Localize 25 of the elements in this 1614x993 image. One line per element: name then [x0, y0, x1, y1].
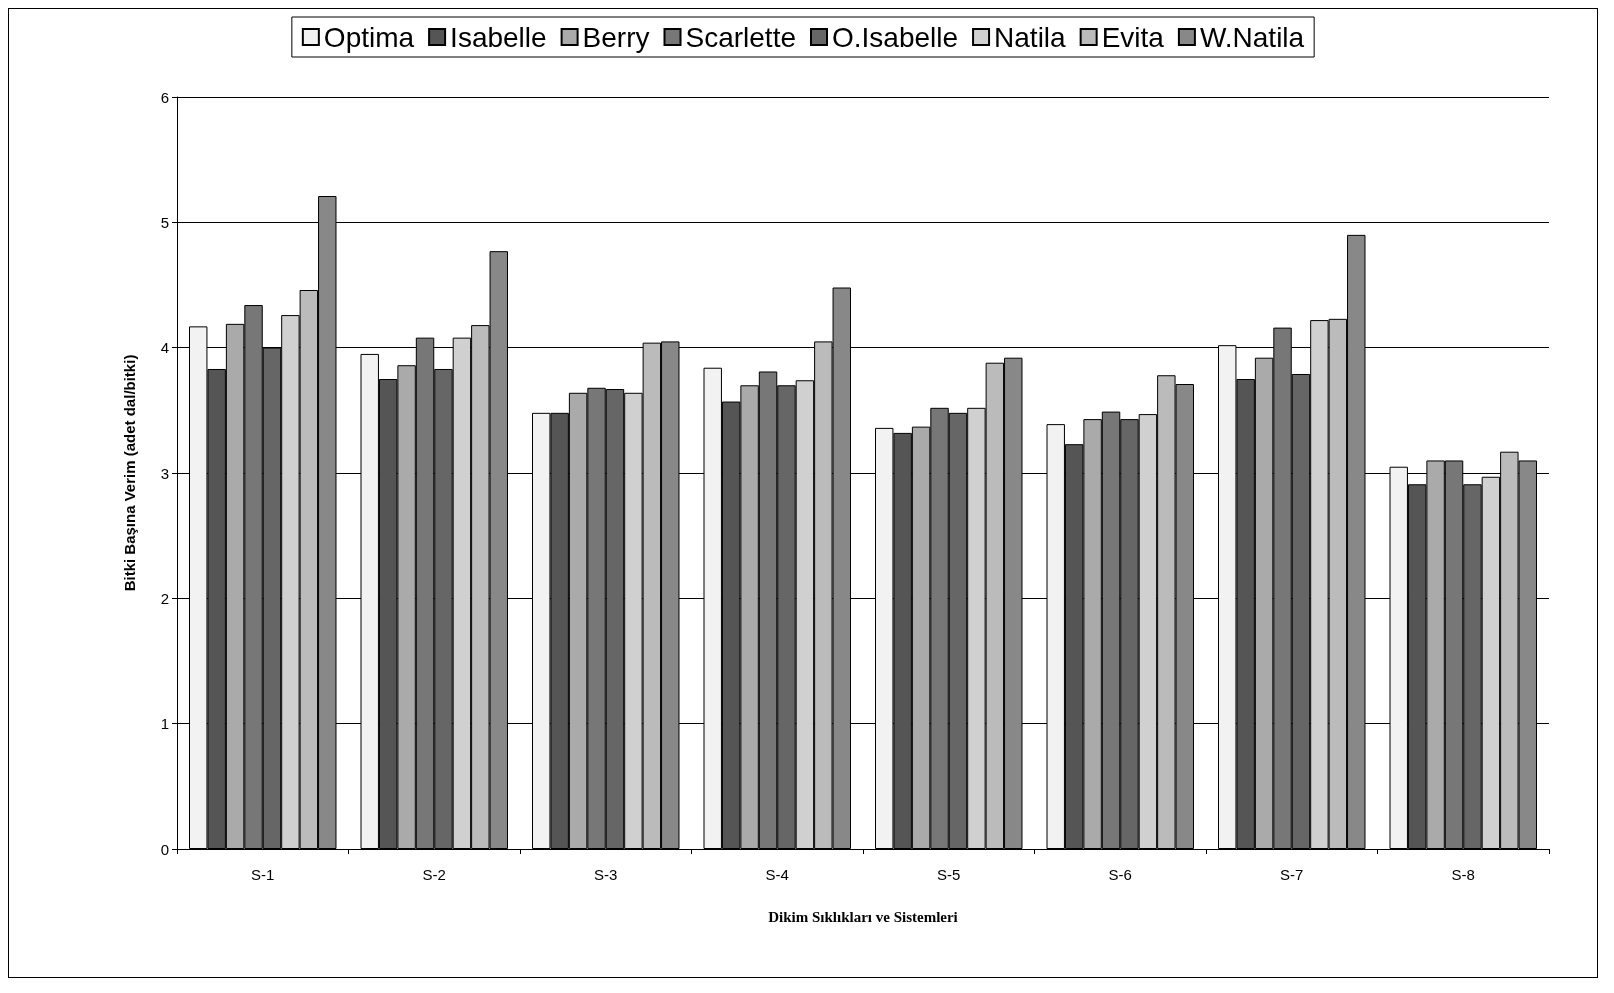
y-tick-label: 1: [160, 715, 169, 733]
legend-label: Evita: [1101, 21, 1165, 53]
y-tick-label: 6: [160, 88, 169, 106]
x-tick-label: S-1: [251, 866, 275, 883]
x-tick-label: S-7: [1280, 866, 1304, 883]
x-tick-label: S-3: [594, 866, 618, 883]
x-tick-label: S-5: [937, 866, 961, 883]
legend-label: Berry: [582, 21, 650, 53]
y-tick-label: 5: [160, 213, 169, 231]
y-tick-label: 2: [160, 589, 169, 607]
legend-label: Isabelle: [450, 21, 547, 53]
y-tick-label: 3: [160, 464, 169, 482]
y-axis-title: Bitki Başına Verim (adet dal/bitki): [121, 354, 138, 592]
legend-label: Natila: [994, 21, 1067, 53]
y-tick-label: 4: [160, 339, 169, 357]
x-tick-label: S-2: [422, 866, 446, 883]
x-axis-title: Dikim Sıklıkları ve Sistemleri: [768, 908, 958, 925]
legend-label: O.Isabelle: [832, 21, 959, 53]
legend-label: Scarlette: [685, 21, 796, 53]
legend-label: W.Natila: [1199, 21, 1305, 53]
x-tick-label: S-4: [765, 866, 789, 883]
legend-label: Optima: [323, 21, 415, 53]
x-tick-label: S-8: [1451, 866, 1475, 883]
x-tick-label: S-6: [1108, 866, 1132, 883]
y-tick-label: 0: [160, 840, 169, 858]
